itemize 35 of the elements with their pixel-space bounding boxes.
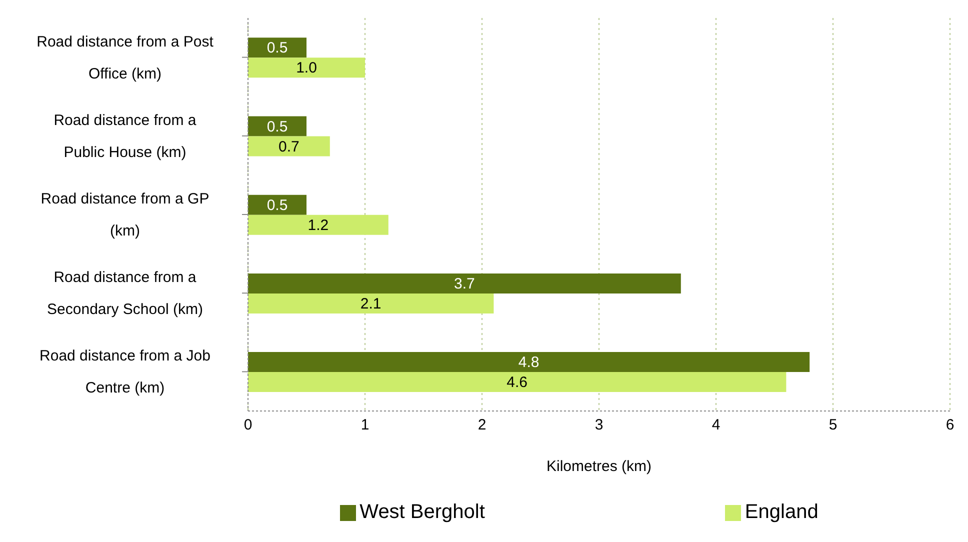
data-label: 0.7 [278,138,300,156]
y-tick-label: Road distance from a GP (km) [40,190,210,240]
y-tick-label: Road distance from a Job Centre (km) [40,348,210,397]
data-label: 1.0 [296,60,317,77]
x-tick-label: 6 [946,416,954,434]
bar [248,214,388,235]
data-label: 2.1 [360,295,382,312]
bar [248,293,494,314]
bar [248,194,306,215]
data-label: 0.5 [266,118,288,136]
x-tick-label: 4 [712,416,720,434]
bar [248,38,306,58]
x-tick-label: 3 [594,416,604,434]
data-label: 0.5 [266,40,288,57]
data-label: 1.2 [308,216,329,234]
legend-label: West Bergholt [360,501,485,524]
bar [248,273,681,294]
y-tick-label: Road distance from a Post Office (km) [36,33,214,82]
bar [248,352,810,372]
x-tick-label: 0 [244,416,252,434]
y-tick-label: Road distance from a Public House (km) [54,112,197,161]
bar [248,116,306,136]
data-label: 3.7 [454,275,475,292]
x-axis-title: Kilometres (km) [546,458,652,475]
x-tick-label: 5 [828,416,838,434]
x-tick-label: 1 [360,416,370,434]
bar [248,372,786,392]
bar [248,136,330,156]
y-tick-label: Road distance from a Secondary School (km) [47,269,203,318]
x-tick-label: 2 [478,416,486,434]
data-label: 0.5 [266,196,288,214]
data-label: 4.8 [518,354,540,372]
data-label: 4.6 [506,374,528,392]
bar [248,58,365,78]
legend-label: England [744,501,818,524]
